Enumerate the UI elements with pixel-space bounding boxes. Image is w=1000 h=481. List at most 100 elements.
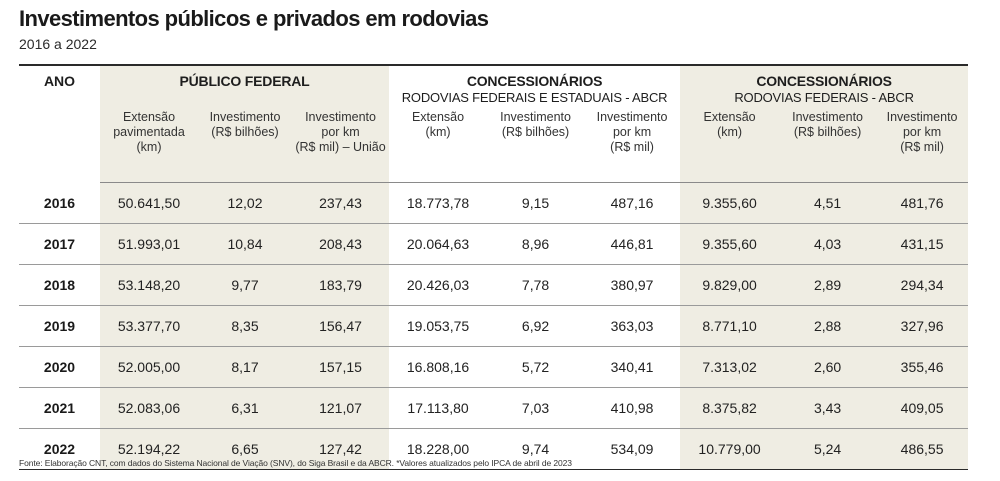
column-header: Investimento (R$ bilhões) [487, 110, 585, 183]
column-header: Extensão pavimentada (km) [100, 110, 198, 183]
value-cell: 17.113,80 [389, 387, 488, 429]
value-cell: 7,78 [487, 264, 585, 306]
column-header: Investimento por km (R$ mil) [876, 110, 969, 183]
value-cell: 20.426,03 [389, 264, 488, 306]
value-cell: 8,17 [198, 346, 292, 388]
value-cell: 409,05 [876, 387, 969, 429]
year-cell: 2021 [19, 387, 100, 429]
value-cell: 340,41 [584, 346, 681, 388]
investment-table: ANO PÚBLICO FEDERAL CONCESSIONÁRIOS RODO… [19, 64, 969, 470]
group-header-concessionarios-federais-estaduais: CONCESSIONÁRIOS RODOVIAS FEDERAIS E ESTA… [389, 64, 681, 110]
value-cell: 18.773,78 [389, 182, 488, 224]
value-cell: 183,79 [292, 264, 390, 306]
value-cell: 12,02 [198, 182, 292, 224]
value-cell: 19.053,75 [389, 305, 488, 347]
value-cell: 4,03 [779, 223, 877, 265]
value-cell: 51.993,01 [100, 223, 198, 265]
group-header-concessionarios-federais: CONCESSIONÁRIOS RODOVIAS FEDERAIS - ABCR [680, 64, 969, 110]
value-cell: 6,92 [487, 305, 585, 347]
group-title: CONCESSIONÁRIOS [756, 73, 892, 89]
year-column-header: ANO [19, 64, 100, 183]
group-subtitle: RODOVIAS FEDERAIS - ABCR [734, 90, 914, 105]
value-cell: 156,47 [292, 305, 390, 347]
table-row: 2018 53.148,20 9,77 183,79 20.426,03 7,78 380,… [19, 264, 969, 306]
value-cell: 208,43 [292, 223, 390, 265]
page-subtitle: 2016 a 2022 [19, 36, 97, 52]
column-header: Extensão (km) [680, 110, 780, 183]
value-cell: 534,09 [584, 428, 681, 470]
value-cell: 157,15 [292, 346, 390, 388]
value-cell: 52.194,22 [100, 428, 198, 470]
value-cell: 7,03 [487, 387, 585, 429]
value-cell: 355,46 [876, 346, 969, 388]
value-cell: 6,65 [198, 428, 292, 470]
value-cell: 8.375,82 [680, 387, 780, 429]
value-cell: 6,31 [198, 387, 292, 429]
table-row: 2016 50.641,50 12,02 237,43 18.773,78 9,15 487… [19, 182, 969, 224]
value-cell: 2,89 [779, 264, 877, 306]
value-cell: 481,76 [876, 182, 969, 224]
value-cell: 10.779,00 [680, 428, 780, 470]
value-cell: 7.313,02 [680, 346, 780, 388]
value-cell: 8,96 [487, 223, 585, 265]
value-cell: 487,16 [584, 182, 681, 224]
table-body: 2016 50.641,50 12,02 237,43 18.773,78 9,15 487… [19, 182, 969, 470]
value-cell: 327,96 [876, 305, 969, 347]
value-cell: 2,60 [779, 346, 877, 388]
value-cell: 20.064,63 [389, 223, 488, 265]
value-cell: 9.355,60 [680, 182, 780, 224]
value-cell: 8,35 [198, 305, 292, 347]
value-cell: 9.355,60 [680, 223, 780, 265]
column-header: Investimento por km (R$ mil) [584, 110, 681, 183]
value-cell: 9,15 [487, 182, 585, 224]
year-cell: 2016 [19, 182, 100, 224]
value-cell: 9.829,00 [680, 264, 780, 306]
value-cell: 9,77 [198, 264, 292, 306]
value-cell: 16.808,16 [389, 346, 488, 388]
year-cell: 2022 [19, 428, 100, 470]
column-header: Investimento por km (R$ mil) – União [292, 110, 390, 183]
group-title: PÚBLICO FEDERAL [179, 73, 310, 89]
column-header: Extensão (km) [389, 110, 488, 183]
group-title: CONCESSIONÁRIOS [466, 73, 603, 89]
value-cell: 446,81 [584, 223, 681, 265]
value-cell: 5,24 [779, 428, 877, 470]
group-subtitle: RODOVIAS FEDERAIS E ESTADUAIS - ABCR [401, 90, 668, 105]
table-row: 2019 53.377,70 8,35 156,47 19.053,75 6,92 363,… [19, 305, 969, 347]
year-cell: 2017 [19, 223, 100, 265]
value-cell: 53.377,70 [100, 305, 198, 347]
value-cell: 121,07 [292, 387, 390, 429]
table-row: 2022 52.194,22 6,65 127,42 18.228,00 9,74 534,… [19, 428, 969, 470]
table-row: 2017 51.993,01 10,84 208,43 20.064,63 8,96 446… [19, 223, 969, 265]
value-cell: 10,84 [198, 223, 292, 265]
value-cell: 294,34 [876, 264, 969, 306]
value-cell: 486,55 [876, 428, 969, 470]
value-cell: 18.228,00 [389, 428, 488, 470]
year-cell: 2019 [19, 305, 100, 347]
value-cell: 52.005,00 [100, 346, 198, 388]
page-title: Investimentos públicos e privados em rod… [19, 6, 489, 31]
year-cell: 2020 [19, 346, 100, 388]
value-cell: 127,42 [292, 428, 390, 470]
column-header: Investimento (R$ bilhões) [779, 110, 877, 183]
column-header: Investimento (R$ bilhões) [198, 110, 292, 183]
value-cell: 2,88 [779, 305, 877, 347]
value-cell: 4,51 [779, 182, 877, 224]
value-cell: 53.148,20 [100, 264, 198, 306]
group-header-publico-federal: PÚBLICO FEDERAL [100, 64, 390, 110]
value-cell: 9,74 [487, 428, 585, 470]
value-cell: 380,97 [584, 264, 681, 306]
value-cell: 50.641,50 [100, 182, 198, 224]
source-note: Fonte: Elaboração CNT, com dados do Sist… [19, 458, 572, 468]
table-row: 2020 52.005,00 8,17 157,15 16.808,16 5,72 340,… [19, 346, 969, 388]
value-cell: 431,15 [876, 223, 969, 265]
table-row: 2021 52.083,06 6,31 121,07 17.113,80 7,03 410,… [19, 387, 969, 429]
value-cell: 410,98 [584, 387, 681, 429]
value-cell: 52.083,06 [100, 387, 198, 429]
value-cell: 5,72 [487, 346, 585, 388]
value-cell: 3,43 [779, 387, 877, 429]
year-cell: 2018 [19, 264, 100, 306]
value-cell: 8.771,10 [680, 305, 780, 347]
value-cell: 363,03 [584, 305, 681, 347]
value-cell: 237,43 [292, 182, 390, 224]
